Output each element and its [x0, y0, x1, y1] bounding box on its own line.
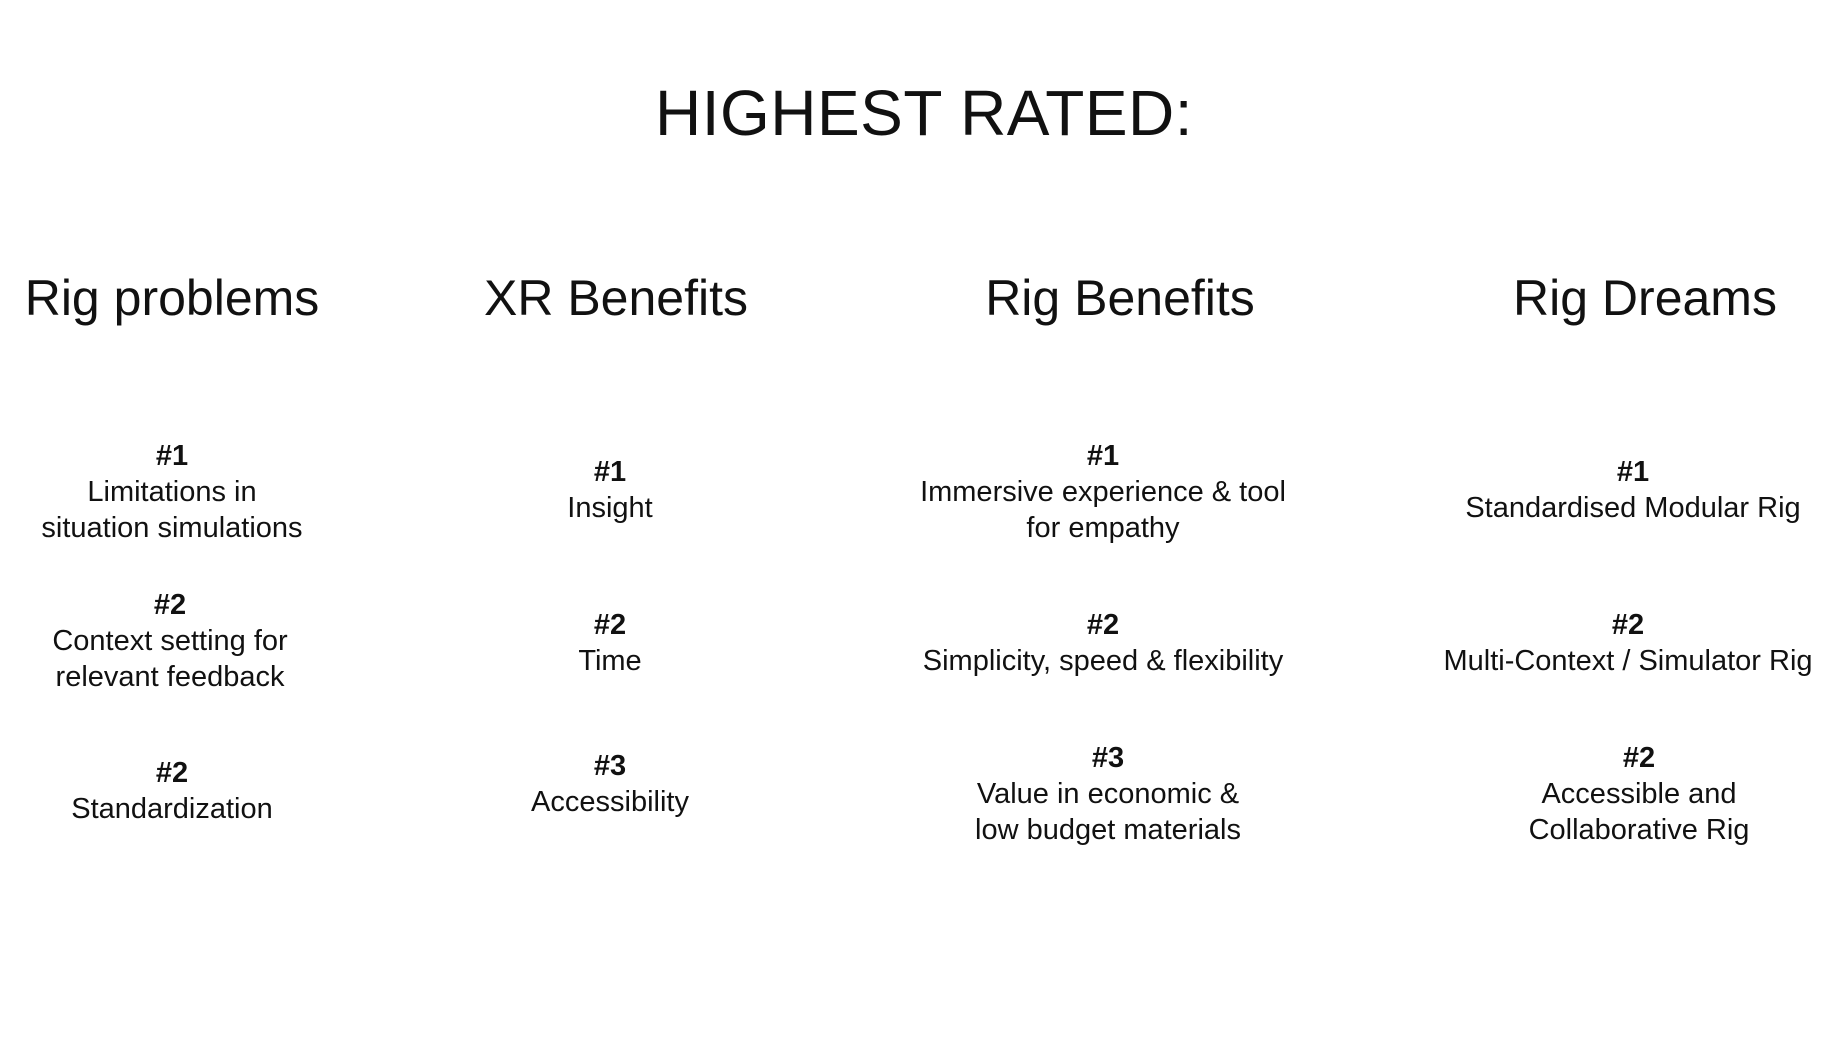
xr-benefits-item-1: #1 Insight	[390, 454, 830, 526]
rig-benefits-item-2: #2 Simplicity, speed & flexibility	[883, 607, 1323, 679]
item-text: Standardised Modular Rig	[1465, 492, 1801, 524]
rank-label: #2	[153, 589, 187, 621]
rank-label: #2	[1622, 742, 1656, 774]
item-text: Value in economic & low budget materials	[975, 778, 1241, 846]
rank-label: #2	[155, 757, 189, 789]
item-text: Context setting for relevant feedback	[52, 625, 288, 693]
rank-label: #1	[593, 456, 627, 488]
rank-label: #1	[155, 440, 189, 472]
rank-label: #3	[593, 750, 627, 782]
item-text: Immersive experience & tool for empathy	[920, 476, 1286, 544]
column-heading-rig-dreams: Rig Dreams	[1513, 270, 1777, 326]
rig-benefits-item-3: #3 Value in economic & low budget materi…	[888, 740, 1328, 848]
rig-benefits-item-1: #1 Immersive experience & tool for empat…	[883, 438, 1323, 546]
item-text: Limitations in situation simulations	[41, 476, 303, 544]
item-text: Standardization	[71, 793, 273, 825]
rig-problems-item-2: #2 Context setting for relevant feedback	[0, 587, 390, 695]
item-text: Accessibility	[531, 786, 689, 818]
item-text: Accessible and Collaborative Rig	[1528, 778, 1750, 846]
xr-benefits-item-3: #3 Accessibility	[390, 748, 830, 820]
column-heading-xr-benefits: XR Benefits	[483, 270, 748, 326]
rig-problems-item-3: #2 Standardization	[0, 755, 392, 827]
rank-label: #1	[1616, 456, 1650, 488]
slide-title: HIGHEST RATED:	[654, 77, 1194, 149]
xr-benefits-item-2: #2 Time	[390, 607, 830, 679]
rank-label: #3	[1091, 742, 1125, 774]
item-text: Multi-Context / Simulator Rig	[1443, 645, 1813, 677]
rig-dreams-item-3: #2 Accessible and Collaborative Rig	[1419, 740, 1848, 848]
rank-label: #2	[1086, 609, 1120, 641]
item-text: Time	[578, 645, 642, 677]
item-text: Insight	[567, 492, 653, 524]
rank-label: #2	[1611, 609, 1645, 641]
column-heading-rig-benefits: Rig Benefits	[985, 270, 1255, 326]
rank-label: #2	[593, 609, 627, 641]
item-text: Simplicity, speed & flexibility	[922, 645, 1284, 677]
rig-dreams-item-1: #1 Standardised Modular Rig	[1413, 454, 1848, 526]
rig-problems-item-1: #1 Limitations in situation simulations	[0, 438, 392, 546]
column-heading-rig-problems: Rig problems	[24, 270, 320, 326]
rank-label: #1	[1086, 440, 1120, 472]
rig-dreams-item-2: #2 Multi-Context / Simulator Rig	[1408, 607, 1848, 679]
